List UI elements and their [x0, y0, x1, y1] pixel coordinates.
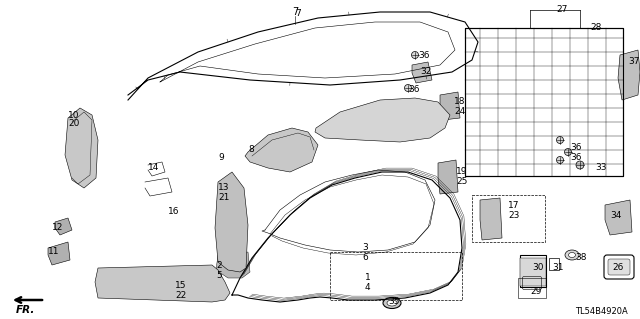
Text: 31: 31	[552, 263, 563, 272]
Ellipse shape	[568, 253, 575, 257]
Text: 21: 21	[218, 194, 229, 203]
Text: 14: 14	[148, 164, 159, 173]
Ellipse shape	[79, 158, 84, 162]
Text: 23: 23	[508, 211, 520, 219]
Polygon shape	[55, 218, 72, 235]
Polygon shape	[605, 200, 632, 235]
Ellipse shape	[383, 298, 401, 308]
FancyBboxPatch shape	[608, 259, 630, 275]
Ellipse shape	[79, 170, 84, 174]
Ellipse shape	[557, 157, 563, 164]
Text: 18: 18	[454, 98, 465, 107]
Text: 19: 19	[456, 167, 467, 176]
Ellipse shape	[79, 143, 84, 147]
Text: 13: 13	[218, 183, 230, 192]
Bar	[549, 258, 559, 270]
Bar	[465, 28, 623, 176]
Text: 30: 30	[532, 263, 543, 272]
Ellipse shape	[79, 128, 84, 132]
Ellipse shape	[169, 279, 175, 285]
Text: FR.: FR.	[16, 305, 35, 315]
Text: 37: 37	[628, 57, 639, 66]
Polygon shape	[215, 172, 248, 272]
Polygon shape	[618, 50, 640, 100]
Ellipse shape	[193, 279, 199, 285]
Ellipse shape	[565, 250, 579, 260]
Ellipse shape	[109, 279, 115, 285]
Text: 7: 7	[292, 7, 298, 17]
Ellipse shape	[205, 279, 211, 285]
Ellipse shape	[564, 149, 572, 155]
Bar	[518, 278, 546, 298]
Polygon shape	[412, 62, 432, 83]
Text: 25: 25	[456, 177, 467, 187]
Ellipse shape	[145, 279, 151, 285]
Text: 35: 35	[388, 298, 399, 307]
Polygon shape	[48, 242, 70, 265]
Text: 36: 36	[408, 85, 419, 94]
Text: 38: 38	[575, 254, 586, 263]
Ellipse shape	[157, 279, 163, 285]
Ellipse shape	[387, 300, 397, 306]
Polygon shape	[480, 198, 502, 240]
Text: 24: 24	[454, 108, 465, 116]
Text: 34: 34	[610, 211, 621, 219]
Text: 9: 9	[218, 153, 224, 162]
Ellipse shape	[181, 279, 187, 285]
Text: 20: 20	[68, 120, 79, 129]
Text: 32: 32	[420, 68, 431, 77]
Text: 33: 33	[595, 164, 607, 173]
Text: 7: 7	[295, 9, 301, 18]
Text: 15: 15	[175, 280, 186, 290]
Text: 5: 5	[216, 271, 221, 279]
Polygon shape	[315, 98, 450, 142]
Text: 26: 26	[612, 263, 623, 272]
Text: 11: 11	[48, 248, 60, 256]
Text: 1: 1	[365, 273, 371, 283]
Ellipse shape	[121, 279, 127, 285]
Text: 16: 16	[168, 207, 179, 217]
Ellipse shape	[557, 137, 563, 144]
Text: 27: 27	[556, 5, 568, 14]
Text: 6: 6	[362, 254, 368, 263]
Text: 17: 17	[508, 201, 520, 210]
Bar	[520, 258, 546, 286]
Ellipse shape	[133, 279, 139, 285]
Text: 12: 12	[52, 224, 63, 233]
Text: 10: 10	[68, 110, 79, 120]
Ellipse shape	[576, 161, 584, 169]
Text: 36: 36	[570, 144, 582, 152]
Ellipse shape	[404, 85, 412, 92]
Text: 4: 4	[365, 284, 371, 293]
Text: 29: 29	[530, 287, 541, 296]
Polygon shape	[95, 265, 230, 302]
Text: 36: 36	[570, 153, 582, 162]
Text: 2: 2	[216, 261, 221, 270]
Polygon shape	[440, 92, 460, 120]
Polygon shape	[245, 128, 318, 172]
Text: 28: 28	[590, 24, 602, 33]
Polygon shape	[216, 252, 250, 278]
Bar	[465, 28, 623, 176]
Text: TL54B4920A: TL54B4920A	[575, 308, 628, 316]
Bar	[520, 255, 546, 287]
Polygon shape	[438, 160, 458, 194]
Text: 22: 22	[175, 291, 186, 300]
Text: 36: 36	[418, 50, 429, 60]
Text: 8: 8	[248, 145, 253, 154]
Polygon shape	[65, 108, 98, 188]
Ellipse shape	[412, 51, 419, 58]
Text: 3: 3	[362, 243, 368, 253]
